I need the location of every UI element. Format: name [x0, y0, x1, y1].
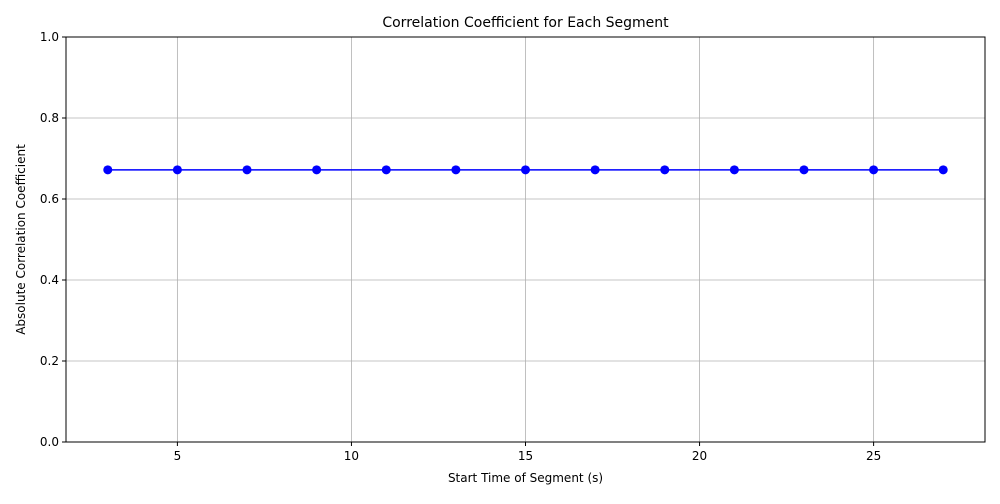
data-point [172, 165, 182, 175]
data-point [590, 165, 600, 175]
y-tick-label: 0.6 [40, 192, 59, 206]
series-layer [103, 165, 948, 175]
x-tick-label: 20 [692, 449, 707, 463]
chart-title: Correlation Coefficient for Each Segment [382, 15, 669, 31]
y-tick-label: 0.0 [40, 435, 59, 449]
data-point [660, 165, 670, 175]
y-tick-label: 0.2 [40, 354, 59, 368]
y-tick-label: 0.8 [40, 111, 59, 125]
data-point [242, 165, 252, 175]
data-point [938, 165, 948, 175]
x-tick-label: 5 [174, 449, 182, 463]
y-axis-label: Absolute Correlation Coefficient [14, 144, 28, 335]
data-point [381, 165, 391, 175]
data-point [729, 165, 739, 175]
x-tick-label: 15 [518, 449, 533, 463]
y-tick-label: 1.0 [40, 30, 59, 44]
data-point [799, 165, 809, 175]
data-point [103, 165, 113, 175]
x-axis-label: Start Time of Segment (s) [448, 471, 603, 485]
data-point [521, 165, 530, 175]
data-point [869, 165, 879, 175]
data-point [312, 165, 322, 175]
y-tick-label: 0.4 [40, 273, 59, 287]
data-point [451, 165, 461, 175]
x-tick-label: 10 [344, 449, 359, 463]
y-axis-ticks: 0.0 0.2 0.4 0.6 0.8 1.0 [40, 30, 66, 449]
x-axis-ticks: 5 10 15 20 25 [174, 442, 881, 463]
x-tick-label: 25 [866, 449, 881, 463]
grid [66, 36, 985, 443]
